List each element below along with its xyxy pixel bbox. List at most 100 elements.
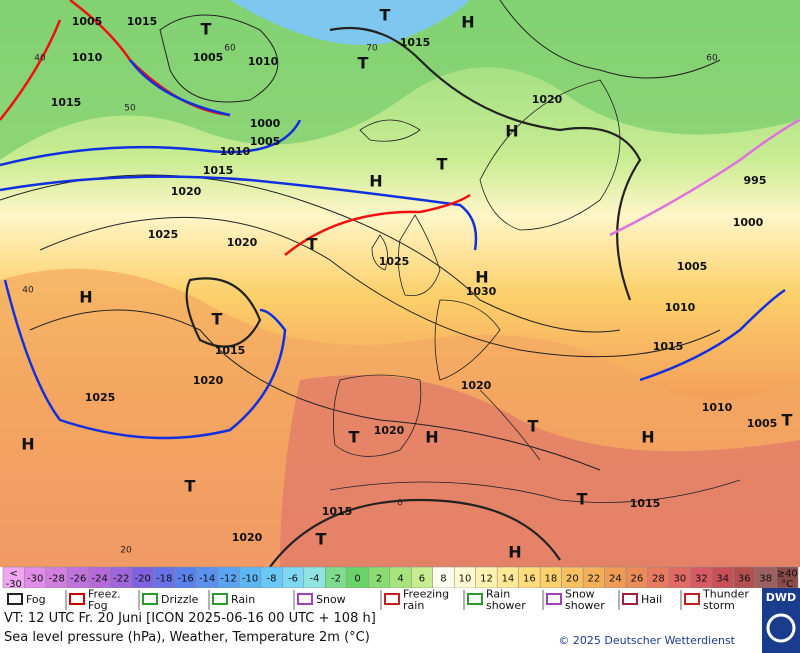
symbol-label: Rain shower (486, 588, 526, 613)
temperature-label: 70 (366, 44, 378, 54)
symbol-icon (142, 593, 158, 605)
pressure-label: 1015 (203, 164, 234, 177)
symbol-label: Thunder storm (702, 588, 749, 613)
scale-label: 28 (652, 574, 665, 585)
scale-label: -18 (156, 574, 172, 585)
pressure-label: 1030 (466, 285, 497, 298)
scale-label: 18 (545, 574, 558, 585)
scale-label: ≥40 °C (777, 569, 798, 591)
symbol-icon (622, 593, 638, 605)
scale-label: -4 (310, 574, 320, 585)
scale-label: 36 (738, 574, 751, 585)
scale-label: 24 (609, 574, 622, 585)
scale-label: 6 (419, 574, 425, 585)
scale-label: -20 (134, 574, 150, 585)
scale-label: 2 (376, 574, 382, 585)
pressure-label: 1015 (127, 15, 158, 28)
pressure-label: 1015 (400, 36, 431, 49)
scale-label: 34 (716, 574, 729, 585)
pressure-label: 1005 (677, 260, 708, 273)
description: Sea level pressure (hPa), Weather, Tempe… (4, 630, 370, 645)
pressure-center: T (185, 477, 196, 496)
pressure-label: 1020 (193, 374, 224, 387)
pressure-center: T (782, 411, 793, 430)
pressure-label: 1005 (72, 15, 103, 28)
pressure-center: T (201, 20, 212, 39)
symbol-icon (7, 593, 23, 605)
pressure-label: 1020 (374, 424, 405, 437)
pressure-label: 1025 (379, 255, 410, 268)
pressure-center: H (21, 435, 34, 454)
symbol-label: Rain (231, 593, 255, 606)
pressure-center: T (437, 155, 448, 174)
scale-label: -2 (331, 574, 341, 585)
scale-label: -16 (177, 574, 193, 585)
scale-label: -8 (267, 574, 277, 585)
valid-time: VT: 12 UTC Fr. 20 Juni [ICON 2025-06-16 … (4, 611, 376, 626)
scale-label: 16 (523, 574, 536, 585)
scale-label: -10 (242, 574, 258, 585)
pressure-label: 1020 (171, 185, 202, 198)
scale-label: 22 (588, 574, 601, 585)
symbol-label: Freez. Fog (88, 588, 121, 613)
scale-label: -14 (199, 574, 215, 585)
symbol-label: Fog (26, 593, 46, 606)
temperature-label: 60 (706, 54, 718, 64)
pressure-label: 1015 (653, 340, 684, 353)
pressure-label: 1010 (248, 55, 279, 68)
scale-label: -6 (288, 574, 298, 585)
temperature-label: 50 (124, 104, 136, 114)
logo-text: DWD (766, 591, 796, 604)
pressure-center: T (307, 235, 318, 254)
scale-label: -12 (220, 574, 236, 585)
pressure-label: 1020 (227, 236, 258, 249)
pressure-center: T (212, 310, 223, 329)
symbol-icon (212, 593, 228, 605)
pressure-centers: H T T T H H T T H H T T H H T T H T T H T (21, 6, 792, 562)
fronts (0, 0, 800, 440)
symbol-label: Freezing rain (403, 588, 449, 613)
scale-label: 8 (440, 574, 446, 585)
pressure-center: H (505, 122, 518, 141)
cool-region (0, 0, 800, 160)
pressure-label: 1000 (733, 216, 764, 229)
temperature-scale: < -30 -30 -28 -26 -24 -22 -20 -18 -16 -14 -12 -10 -8-… (2, 566, 799, 591)
pressure-label: 1010 (665, 301, 696, 314)
temperature-label: 20 (120, 546, 132, 556)
symbol-icon (69, 593, 85, 605)
scale-label: 38 (759, 574, 772, 585)
pressure-center: T (380, 6, 391, 25)
temperature-label: 60 (224, 44, 236, 54)
scale-label: 10 (459, 574, 472, 585)
scale-label: 32 (695, 574, 708, 585)
pressure-center: H (425, 428, 438, 447)
pressure-label: 1020 (461, 379, 492, 392)
pressure-label: 1025 (85, 391, 116, 404)
symbol-icon (297, 593, 313, 605)
pressure-center: H (369, 172, 382, 191)
pressure-label: 1015 (630, 497, 661, 510)
scale-label: 30 (673, 574, 686, 585)
cold-region (230, 0, 470, 45)
pressure-label: 1025 (148, 228, 179, 241)
pressure-label: 1010 (72, 51, 103, 64)
scale-label: 12 (480, 574, 493, 585)
scale-label: 0 (354, 574, 360, 585)
temperature-label: 40 (22, 286, 34, 296)
pressure-center: H (79, 288, 92, 307)
symbol-icon (384, 593, 400, 605)
scale-label: -26 (70, 574, 86, 585)
scale-label: -30 (27, 574, 43, 585)
pressure-center: H (641, 428, 654, 447)
symbol-icon (546, 593, 562, 605)
scale-label: -28 (49, 574, 65, 585)
pressure-center: H (508, 543, 521, 562)
pressure-label: 1015 (322, 505, 353, 518)
pressure-label: 995 (744, 174, 767, 187)
scale-label: 4 (397, 574, 403, 585)
pressure-center: T (577, 490, 588, 509)
pressure-label: 1010 (702, 401, 733, 414)
scale-label: -22 (113, 574, 129, 585)
